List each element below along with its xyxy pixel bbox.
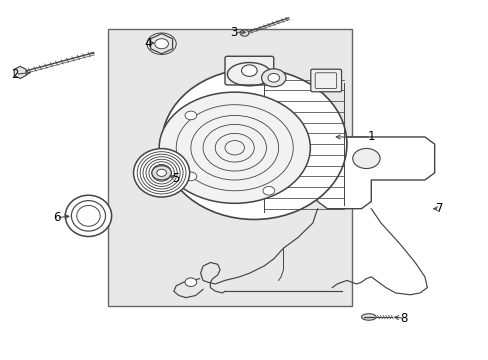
FancyBboxPatch shape (224, 56, 273, 85)
Text: 6: 6 (53, 211, 61, 224)
Circle shape (352, 148, 379, 168)
Ellipse shape (361, 314, 375, 320)
Polygon shape (288, 137, 434, 209)
Circle shape (152, 166, 171, 180)
Circle shape (184, 172, 196, 181)
Ellipse shape (65, 195, 111, 237)
Bar (108, 30, 351, 306)
Text: 2: 2 (12, 68, 19, 81)
Text: 3: 3 (230, 26, 237, 39)
Text: 8: 8 (400, 311, 407, 325)
Text: 4: 4 (144, 36, 151, 50)
Polygon shape (150, 34, 172, 54)
Circle shape (157, 169, 166, 176)
Circle shape (159, 92, 310, 203)
Text: 7: 7 (435, 202, 443, 215)
Circle shape (263, 186, 274, 195)
Circle shape (261, 69, 285, 87)
FancyBboxPatch shape (310, 69, 341, 92)
Polygon shape (14, 66, 26, 78)
Text: 1: 1 (367, 130, 374, 144)
Circle shape (241, 65, 257, 76)
Text: 5: 5 (172, 172, 180, 185)
Ellipse shape (133, 149, 189, 197)
Ellipse shape (161, 69, 346, 220)
Circle shape (240, 30, 248, 36)
Circle shape (267, 73, 279, 82)
Circle shape (184, 278, 196, 287)
Circle shape (184, 111, 196, 120)
Circle shape (155, 39, 168, 49)
